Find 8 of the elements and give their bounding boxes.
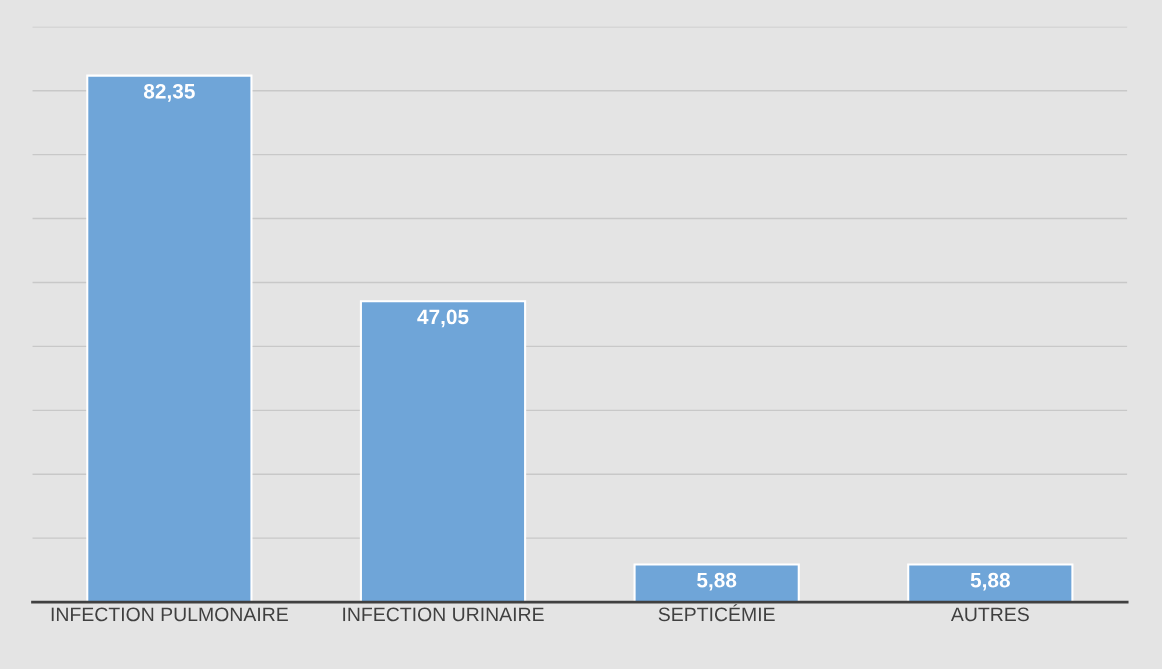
data-label: 82,35 [143, 83, 195, 102]
x-tick-label: AUTRES [950, 607, 1029, 622]
data-label: 5,88 [970, 572, 1010, 591]
x-tick-label: INFECTION PULMONAIRE [51, 607, 288, 622]
x-tick-label: INFECTION URINAIRE [343, 607, 544, 622]
data-label: 5,88 [697, 572, 737, 591]
x-tick-label: SEPTICÉMIE [658, 604, 775, 622]
data-label: 47,05 [417, 309, 469, 328]
